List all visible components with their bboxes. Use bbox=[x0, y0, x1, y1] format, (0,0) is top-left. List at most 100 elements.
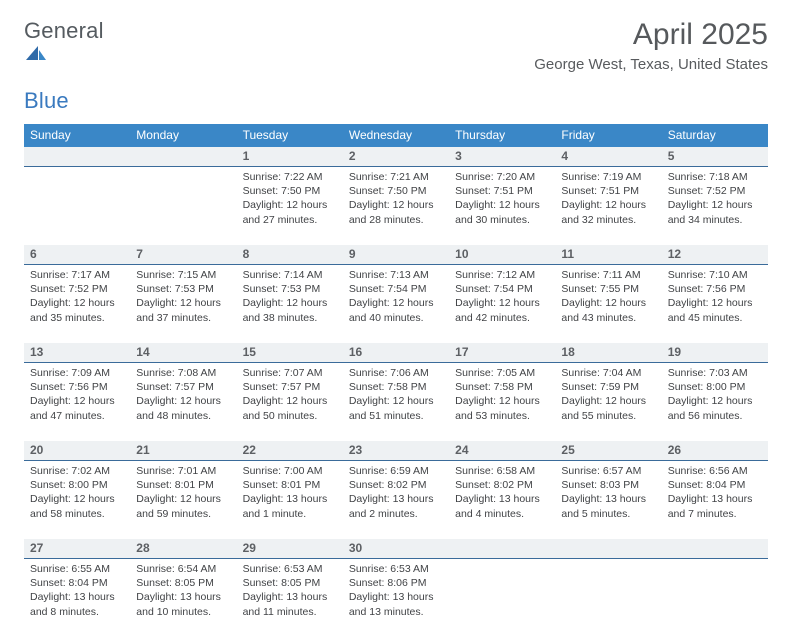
sunset-text: Sunset: 7:58 PM bbox=[349, 380, 443, 394]
daylight-text: and 59 minutes. bbox=[136, 507, 230, 521]
daylight-text: and 50 minutes. bbox=[243, 409, 337, 423]
daylight-text: Daylight: 12 hours bbox=[349, 198, 443, 212]
daylight-text: Daylight: 12 hours bbox=[349, 394, 443, 408]
day-number: 29 bbox=[237, 539, 343, 558]
day-cell: Sunrise: 7:12 AMSunset: 7:54 PMDaylight:… bbox=[449, 265, 555, 343]
sunset-text: Sunset: 7:54 PM bbox=[455, 282, 549, 296]
daylight-text: Daylight: 13 hours bbox=[243, 590, 337, 604]
day-number: 2 bbox=[343, 147, 449, 166]
daylight-text: Daylight: 12 hours bbox=[349, 296, 443, 310]
day-cell: Sunrise: 6:58 AMSunset: 8:02 PMDaylight:… bbox=[449, 461, 555, 539]
daylight-text: Daylight: 12 hours bbox=[136, 296, 230, 310]
sunrise-text: Sunrise: 7:00 AM bbox=[243, 464, 337, 478]
sunset-text: Sunset: 7:57 PM bbox=[136, 380, 230, 394]
day-number: 1 bbox=[237, 147, 343, 166]
sunset-text: Sunset: 8:02 PM bbox=[349, 478, 443, 492]
sunset-text: Sunset: 8:06 PM bbox=[349, 576, 443, 590]
sunrise-text: Sunrise: 7:17 AM bbox=[30, 268, 124, 282]
daylight-text: and 38 minutes. bbox=[243, 311, 337, 325]
daylight-text: Daylight: 13 hours bbox=[30, 590, 124, 604]
day-header: Friday bbox=[555, 124, 661, 147]
day-number: 17 bbox=[449, 343, 555, 362]
sunrise-text: Sunrise: 7:02 AM bbox=[30, 464, 124, 478]
day-cell: Sunrise: 7:05 AMSunset: 7:58 PMDaylight:… bbox=[449, 363, 555, 441]
sunrise-text: Sunrise: 7:06 AM bbox=[349, 366, 443, 380]
header: General Blue April 2025 George West, Tex… bbox=[24, 18, 768, 114]
daylight-text: Daylight: 12 hours bbox=[136, 492, 230, 506]
day-cell: Sunrise: 6:53 AMSunset: 8:05 PMDaylight:… bbox=[237, 559, 343, 637]
daylight-text: Daylight: 13 hours bbox=[243, 492, 337, 506]
day-number: 19 bbox=[662, 343, 768, 362]
day-cell: Sunrise: 7:13 AMSunset: 7:54 PMDaylight:… bbox=[343, 265, 449, 343]
sunset-text: Sunset: 7:58 PM bbox=[455, 380, 549, 394]
sunrise-text: Sunrise: 7:05 AM bbox=[455, 366, 549, 380]
sunset-text: Sunset: 7:55 PM bbox=[561, 282, 655, 296]
daylight-text: and 48 minutes. bbox=[136, 409, 230, 423]
week-row: Sunrise: 6:55 AMSunset: 8:04 PMDaylight:… bbox=[24, 559, 768, 637]
daylight-text: and 28 minutes. bbox=[349, 213, 443, 227]
daynum-row: 27282930 bbox=[24, 539, 768, 559]
location: George West, Texas, United States bbox=[534, 56, 768, 73]
day-number: 21 bbox=[130, 441, 236, 460]
day-cell: Sunrise: 6:56 AMSunset: 8:04 PMDaylight:… bbox=[662, 461, 768, 539]
sunrise-text: Sunrise: 7:07 AM bbox=[243, 366, 337, 380]
calendar: SundayMondayTuesdayWednesdayThursdayFrid… bbox=[24, 124, 768, 637]
daylight-text: and 58 minutes. bbox=[30, 507, 124, 521]
day-header: Saturday bbox=[662, 124, 768, 147]
daylight-text: and 40 minutes. bbox=[349, 311, 443, 325]
daylight-text: and 55 minutes. bbox=[561, 409, 655, 423]
day-cell: Sunrise: 7:17 AMSunset: 7:52 PMDaylight:… bbox=[24, 265, 130, 343]
day-number: 30 bbox=[343, 539, 449, 558]
sunrise-text: Sunrise: 7:12 AM bbox=[455, 268, 549, 282]
title-block: April 2025 George West, Texas, United St… bbox=[534, 18, 768, 73]
daylight-text: and 53 minutes. bbox=[455, 409, 549, 423]
day-number: 23 bbox=[343, 441, 449, 460]
sunrise-text: Sunrise: 7:15 AM bbox=[136, 268, 230, 282]
sunrise-text: Sunrise: 7:18 AM bbox=[668, 170, 762, 184]
daylight-text: and 56 minutes. bbox=[668, 409, 762, 423]
day-cell: Sunrise: 7:14 AMSunset: 7:53 PMDaylight:… bbox=[237, 265, 343, 343]
daynum-row: 12345 bbox=[24, 147, 768, 167]
day-number: 9 bbox=[343, 245, 449, 264]
daylight-text: and 35 minutes. bbox=[30, 311, 124, 325]
day-number bbox=[24, 147, 130, 166]
day-cell: Sunrise: 7:18 AMSunset: 7:52 PMDaylight:… bbox=[662, 167, 768, 245]
daylight-text: and 34 minutes. bbox=[668, 213, 762, 227]
day-number: 5 bbox=[662, 147, 768, 166]
calendar-header-row: SundayMondayTuesdayWednesdayThursdayFrid… bbox=[24, 124, 768, 147]
day-cell: Sunrise: 6:57 AMSunset: 8:03 PMDaylight:… bbox=[555, 461, 661, 539]
day-number: 28 bbox=[130, 539, 236, 558]
day-number: 6 bbox=[24, 245, 130, 264]
sunrise-text: Sunrise: 6:53 AM bbox=[243, 562, 337, 576]
day-number: 7 bbox=[130, 245, 236, 264]
sunrise-text: Sunrise: 7:03 AM bbox=[668, 366, 762, 380]
sunset-text: Sunset: 8:00 PM bbox=[668, 380, 762, 394]
day-number: 4 bbox=[555, 147, 661, 166]
day-number: 13 bbox=[24, 343, 130, 362]
daylight-text: and 43 minutes. bbox=[561, 311, 655, 325]
sunset-text: Sunset: 7:53 PM bbox=[136, 282, 230, 296]
daylight-text: Daylight: 12 hours bbox=[455, 296, 549, 310]
daylight-text: Daylight: 13 hours bbox=[668, 492, 762, 506]
day-cell: Sunrise: 7:01 AMSunset: 8:01 PMDaylight:… bbox=[130, 461, 236, 539]
sunset-text: Sunset: 8:03 PM bbox=[561, 478, 655, 492]
sunset-text: Sunset: 7:52 PM bbox=[668, 184, 762, 198]
day-cell: Sunrise: 7:06 AMSunset: 7:58 PMDaylight:… bbox=[343, 363, 449, 441]
logo-word2: Blue bbox=[24, 88, 69, 113]
day-header: Sunday bbox=[24, 124, 130, 147]
month-title: April 2025 bbox=[534, 18, 768, 52]
day-cell: Sunrise: 7:04 AMSunset: 7:59 PMDaylight:… bbox=[555, 363, 661, 441]
daylight-text: Daylight: 12 hours bbox=[668, 198, 762, 212]
day-cell: Sunrise: 7:03 AMSunset: 8:00 PMDaylight:… bbox=[662, 363, 768, 441]
daylight-text: and 1 minute. bbox=[243, 507, 337, 521]
sunset-text: Sunset: 8:05 PM bbox=[136, 576, 230, 590]
daylight-text: Daylight: 13 hours bbox=[136, 590, 230, 604]
day-number: 25 bbox=[555, 441, 661, 460]
sunrise-text: Sunrise: 7:19 AM bbox=[561, 170, 655, 184]
day-cell: Sunrise: 6:54 AMSunset: 8:05 PMDaylight:… bbox=[130, 559, 236, 637]
sunset-text: Sunset: 7:53 PM bbox=[243, 282, 337, 296]
day-cell: Sunrise: 7:00 AMSunset: 8:01 PMDaylight:… bbox=[237, 461, 343, 539]
daylight-text: Daylight: 12 hours bbox=[30, 394, 124, 408]
daylight-text: Daylight: 12 hours bbox=[561, 394, 655, 408]
sunset-text: Sunset: 7:56 PM bbox=[668, 282, 762, 296]
